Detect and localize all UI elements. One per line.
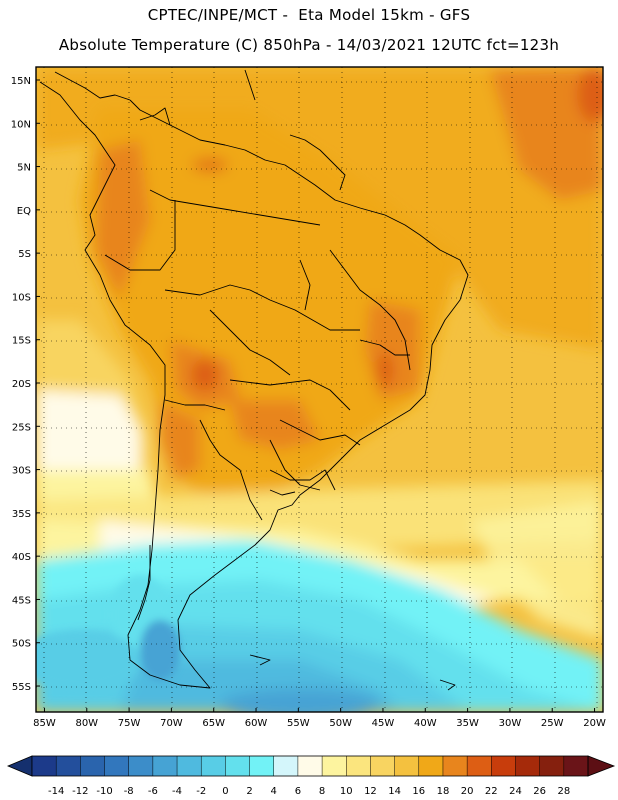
longitude-label: 65W <box>202 718 225 729</box>
latitude-label: EQ <box>17 206 31 217</box>
latitude-label: 10N <box>11 119 31 130</box>
colorbar-swatch <box>346 756 371 776</box>
colorbar-label: 10 <box>340 786 353 797</box>
longitude-label: 75W <box>118 718 141 729</box>
colorbar-label: 12 <box>364 786 377 797</box>
colorbar-label: 2 <box>246 786 252 797</box>
colorbar-label: -2 <box>196 786 206 797</box>
colorbar-swatch <box>177 756 202 776</box>
colorbar-swatch <box>322 756 347 776</box>
longitude-label: 55W <box>287 718 310 729</box>
latitude-label: 45S <box>12 595 31 606</box>
temperature-field <box>36 67 603 712</box>
longitude-label: 20W <box>583 718 606 729</box>
colorbar-swatch <box>491 756 516 776</box>
colorbar-label: -8 <box>124 786 134 797</box>
colorbar-swatch <box>56 756 81 776</box>
latitude-label: 20S <box>12 379 31 390</box>
longitude-label: 25W <box>541 718 564 729</box>
colorbar-label: 20 <box>461 786 474 797</box>
colorbar-label: 28 <box>557 786 570 797</box>
colorbar-swatch <box>225 756 250 776</box>
latitude-label: 50S <box>12 639 31 650</box>
longitude-label: 80W <box>75 718 98 729</box>
latitude-label: 35S <box>12 509 31 520</box>
latitude-label: 10S <box>12 292 31 303</box>
latitude-label: 40S <box>12 552 31 563</box>
colorbar-swatch <box>80 756 105 776</box>
temperature-colorbar <box>6 755 616 777</box>
longitude-label: 45W <box>372 718 395 729</box>
latitude-label: 5S <box>18 249 31 260</box>
colorbar-label: 16 <box>412 786 425 797</box>
colorbar-swatch <box>539 756 565 776</box>
colorbar-swatch <box>128 756 154 776</box>
longitude-label: 85W <box>33 718 56 729</box>
colorbar-swatch <box>273 756 299 776</box>
colorbar-label: 0 <box>222 786 228 797</box>
colorbar-label: 22 <box>485 786 498 797</box>
colorbar-label: 26 <box>533 786 546 797</box>
colorbar-label: 18 <box>437 786 450 797</box>
colorbar-label: -10 <box>96 786 112 797</box>
colorbar-label: 14 <box>388 786 401 797</box>
latitude-label: 25S <box>12 422 31 433</box>
colorbar-swatch <box>563 756 589 776</box>
colorbar-label: 4 <box>271 786 277 797</box>
latitude-label: 15S <box>12 336 31 347</box>
latitude-label: 30S <box>12 466 31 477</box>
colorbar-swatch <box>249 756 275 776</box>
colorbar-swatch <box>370 756 396 776</box>
coastlines <box>39 69 469 691</box>
colorbar-labels: -14 -12 -10 -8 -6 -4 -2 0 2 4 6 8 10 12 14 16 18 20 22 24 26… <box>48 786 570 797</box>
colorbar-label: 24 <box>509 786 522 797</box>
colorbar-label: 8 <box>319 786 325 797</box>
colorbar-swatch <box>201 756 226 776</box>
colorbar-swatch <box>418 756 444 776</box>
colorbar-label: -12 <box>72 786 88 797</box>
map-title-line2: Absolute Temperature (C) 850hPa - 14/03/… <box>58 36 560 54</box>
colorbar-swatch <box>442 756 468 776</box>
colorbar-over-arrow <box>587 755 616 777</box>
map-title-line1: CPTEC/INPE/MCT - Eta Model 15km - GFS <box>147 6 471 24</box>
colorbar-swatch <box>104 756 130 776</box>
colorbar-label: -14 <box>48 786 64 797</box>
longitude-label: 30W <box>499 718 522 729</box>
longitude-label: 50W <box>329 718 352 729</box>
longitude-label: 60W <box>245 718 268 729</box>
colorbar-under-arrow <box>6 755 33 777</box>
longitude-labels: 85W 80W 75W 70W 65W 60W 55W 50W 45W 40W 35W 30W 25W 2… <box>33 708 606 729</box>
latitude-label: 15N <box>11 76 31 87</box>
colorbar-swatch <box>297 756 323 776</box>
colorbar-label: -4 <box>172 786 182 797</box>
colorbar-swatch <box>152 756 178 776</box>
map-frame <box>35 66 604 713</box>
longitude-label: 35W <box>456 718 479 729</box>
colorbar-swatch <box>467 756 492 776</box>
latitude-label: 55S <box>12 682 31 693</box>
colorbar-label: -6 <box>148 786 158 797</box>
longitude-label: 70W <box>160 718 183 729</box>
latitude-labels: 15N 10N 5N EQ 5S 10S 15S 20S 25S 30S 35S 40S 45S 50S 5… <box>11 76 40 693</box>
colorbar-swatch <box>32 756 57 776</box>
longitude-label: 40W <box>414 718 437 729</box>
colorbar-swatch <box>515 756 541 776</box>
colorbar-label: 6 <box>295 786 301 797</box>
colorbar-swatch <box>394 756 420 776</box>
latitude-label: 5N <box>17 163 31 174</box>
